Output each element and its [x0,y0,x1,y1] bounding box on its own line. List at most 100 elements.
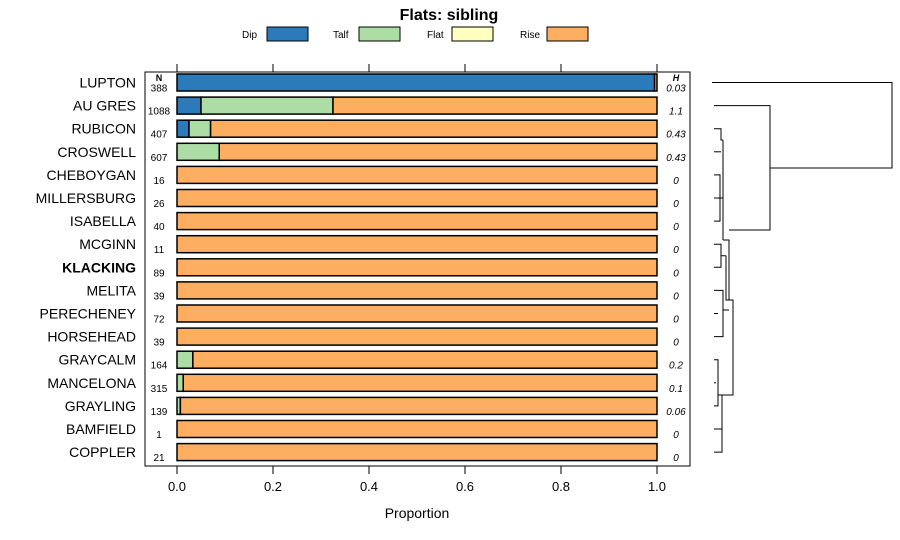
n-value: 1 [156,430,162,441]
h-value: 0 [673,430,679,441]
bars: LUPTON 388 0.03 AU GRES 1088 1.1 RUBICON 407 0.4… [36,73,686,464]
legend-swatch-rise [546,26,589,42]
h-value: 0.06 [666,407,686,418]
x-tick-label: 0.6 [456,479,474,494]
bar-segment-graycalm-rise [192,350,658,369]
n-value: 11 [154,245,165,256]
h-value: 0 [673,176,679,187]
dendrogram-branch [714,243,722,268]
category-label-croswell: CROSWELL [57,144,136,160]
bar-segment-au-gres-dip [176,96,202,115]
legend-label-dip: Dip [242,30,257,41]
h-value: 0.03 [666,84,686,95]
x-tick-label: 0.8 [552,479,570,494]
chart-title: Flats: sibling [400,7,499,24]
bar-segment-perecheney-rise [176,304,658,323]
category-label-isabella: ISABELLA [70,213,137,229]
bar-segment-klacking-rise [176,258,658,277]
bar-segment-au-gres-rise [332,96,658,115]
n-value: 164 [151,361,168,372]
dendrogram-branch [722,255,734,396]
n-value: 607 [151,153,168,164]
dendrogram [712,82,893,453]
h-column-header: H [673,73,680,83]
category-label-graycalm: GRAYCALM [58,352,136,368]
n-value: 315 [151,384,168,395]
bar-segment-cheboygan-rise [176,165,658,185]
bar-segment-rubicon-rise [209,119,658,138]
x-axis-label: Proportion [385,505,450,521]
bar-segment-graycalm-talf [176,350,194,369]
legend-label-flat: Flat [427,30,444,41]
dendrogram-branch [714,105,771,231]
n-value: 89 [153,268,165,279]
h-value: 0.1 [669,384,683,395]
n-column-header: N [156,73,163,83]
category-label-mcginn: MCGINN [79,236,136,252]
bar-segment-bamfield-rise [176,419,658,439]
n-value: 1088 [148,107,171,118]
legend-label-talf: Talf [333,30,349,41]
dendrogram-branch [714,359,719,407]
dendrogram-branch [714,128,723,141]
bar-segment-melita-rise [176,281,658,300]
category-label-lupton: LUPTON [79,75,136,91]
bar-segment-mancelona-rise [182,373,658,393]
bar-segment-mancelona-talf [176,373,184,393]
category-label-mancelona: MANCELONA [47,375,136,391]
n-value: 407 [151,130,168,141]
dendrogram-branch [714,289,724,338]
dendrogram-branch [714,428,723,453]
x-tick-label: 1.0 [648,479,666,494]
h-value: 0.2 [669,361,683,372]
n-value: 40 [153,222,165,233]
bar-segment-grayling-rise [179,396,658,416]
legend-label-rise: Rise [520,30,540,41]
x-tick-label: 0.0 [168,479,186,494]
legend-swatch-flat [451,26,494,42]
n-value: 39 [153,338,165,349]
x-axis: 0.0 0.2 0.4 0.6 0.8 1.0 [168,466,666,494]
bar-segment-isabella-rise [176,211,658,231]
h-value: 0 [673,291,679,302]
n-value: 39 [153,291,165,302]
plot-frame [144,71,691,467]
dendrogram-branch [712,82,893,169]
bar-segment-lupton-rise [653,73,658,92]
top-axis-ticks [176,64,658,72]
h-value: 1.1 [669,107,683,118]
category-label-cheboygan: CHEBOYGAN [47,167,136,183]
x-tick-label: 0.4 [360,479,378,494]
category-label-grayling: GRAYLING [65,398,136,414]
bar-segment-millersburg-rise [176,188,658,208]
n-value: 72 [153,315,165,326]
bar-segment-mcginn-rise [176,234,658,254]
category-label-coppler: COPPLER [69,444,136,460]
h-value: 0 [673,268,679,279]
bar-segment-lupton-dip [176,73,656,92]
legend: Dip Talf Flat Rise [242,26,589,42]
n-value: 16 [153,176,165,187]
bar-segment-croswell-rise [218,142,658,162]
h-value: 0 [673,453,679,464]
h-value: 0 [673,245,679,256]
bar-segment-horsehead-rise [176,327,658,346]
dendrogram-branch [723,239,730,300]
legend-swatch-talf [358,26,401,42]
bar-segment-coppler-rise [176,442,658,462]
bar-segment-au-gres-talf [200,96,334,115]
category-label-perecheney: PERECHENEY [40,306,137,322]
category-label-klacking: KLACKING [62,259,136,275]
category-label-millersburg: MILLERSBURG [36,190,136,206]
n-value: 21 [153,453,165,464]
category-label-horsehead: HORSEHEAD [47,329,136,345]
h-value: 0.43 [666,130,686,141]
legend-swatch-dip [266,26,309,42]
h-value: 0.43 [666,153,686,164]
h-value: 0 [673,199,679,210]
h-value: 0 [673,315,679,326]
n-value: 388 [151,84,168,95]
h-value: 0 [673,338,679,349]
h-value: 0 [673,222,679,233]
category-label-bamfield: BAMFIELD [66,421,136,437]
